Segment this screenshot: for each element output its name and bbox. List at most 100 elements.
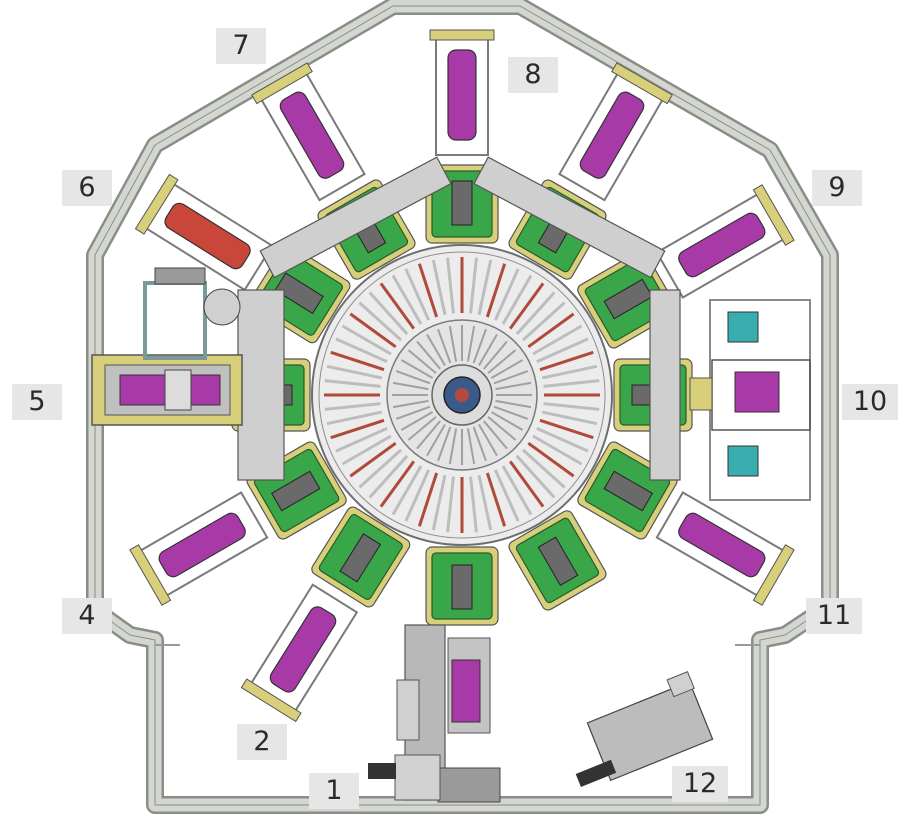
turntable-slot [368,291,409,336]
turntable-slot [527,312,575,349]
turntable-inner-slot [426,333,446,367]
turntable-slot [539,350,594,372]
turntable-slot [493,268,520,321]
turntable-slot [358,448,403,489]
turntable-inner-slot [478,423,498,457]
turntable-slot [404,268,431,321]
turntable-slot [379,460,416,508]
turntable-inner-slot [487,349,517,374]
turntable-inner-slot [416,340,441,370]
turntable-inner-slot [395,405,431,420]
station-label-2: 2 [237,724,287,760]
linear-rail-right [649,289,681,481]
turntable-inner-slot [426,423,446,457]
turntable-inner-slot [400,411,434,431]
turntable-slot [477,259,493,316]
turntable-slot [508,460,545,508]
turntable-inner-slot [490,411,524,431]
station-5-fixture [91,267,243,426]
turntable-slot [326,364,383,380]
turntable-slot [541,410,598,426]
turntable-inner-slot [448,428,458,465]
turntable-slot [391,465,423,516]
linear-rail-top-right [473,156,666,279]
turntable-inner-slot [483,420,508,450]
turntable-slot [532,434,583,466]
station-10-fixture [689,299,811,501]
turntable-slot [501,274,533,325]
turntable [311,244,613,546]
turntable-slot [349,312,397,349]
turntable-slot [335,337,388,364]
turntable-inner-slot [472,328,487,364]
turntable-slot [379,282,416,330]
turntable-slot [477,474,493,531]
turntable-slot [521,448,566,489]
station-label-11: 11 [806,598,862,634]
turntable-inner-slot [392,381,429,391]
station-label-6: 6 [62,170,112,206]
station-label-9: 9 [812,170,862,206]
turntable-inner-slot [392,399,429,409]
turntable-slot [417,263,439,318]
turntable-slot [368,454,409,499]
turntable-slot [515,454,556,499]
turntable-slots-outer [324,257,600,533]
turntable-slot [541,364,598,380]
station-label-12: 12 [672,766,728,802]
station-label-7: 7 [216,28,266,64]
station-modules [129,29,795,723]
linear-rail-top-left [259,156,452,279]
turntable-slot [324,402,381,411]
turntable-inner-slot [407,416,437,441]
turntable-slot [349,441,397,478]
station-label-5: 5 [12,384,62,420]
turntable-inner-slot [437,328,452,364]
turntable-slot [539,418,594,440]
turntable-slot [536,337,589,364]
station-module [577,184,795,349]
bottom-unit-1 [368,624,501,803]
turntable-inner-slot [416,420,441,450]
turntable-inner-slot [493,405,529,420]
station-module [240,506,411,723]
turntable-inner-slot [493,370,529,385]
turntable-slot [431,474,447,531]
turntable-inner-slot [487,416,517,441]
turntable-slot [330,350,385,372]
turntable-slot [493,469,520,522]
turntable-slot [515,291,556,336]
bottom-unit-12 [575,671,714,788]
turntable-slot [431,259,447,316]
turntable-slot [543,402,600,411]
turntable-inner-slot [466,325,476,362]
station-label-4: 4 [62,598,112,634]
turntable-slot [508,282,545,330]
turntable-slot [469,476,478,533]
turntable-slots-inner [392,325,532,465]
turntable-slot [543,379,600,388]
turntable-slot [485,472,507,527]
turntable-slot [341,324,392,356]
turntable-inner-slot [495,399,532,409]
turntable-slot [521,301,566,342]
turntable-inner-slot [448,325,458,362]
turntable-inner-slot [437,426,452,462]
turntable-inner-slot [483,340,508,370]
turntable-slot [485,263,507,318]
turntable-slot [446,476,455,533]
turntable-slot [391,274,423,325]
turntable-slot [358,301,403,342]
station-label-10: 10 [842,384,898,420]
station-label-8: 8 [508,57,558,93]
turntable-slot [404,469,431,522]
turntable-slot [330,418,385,440]
turntable-slot [341,434,392,466]
linear-rail-left [237,289,285,481]
turntable-slot [469,257,478,314]
turntable-slot [532,324,583,356]
turntable-slot [446,257,455,314]
turntable-inner-slot [478,333,498,367]
turntable-slot [536,426,589,453]
